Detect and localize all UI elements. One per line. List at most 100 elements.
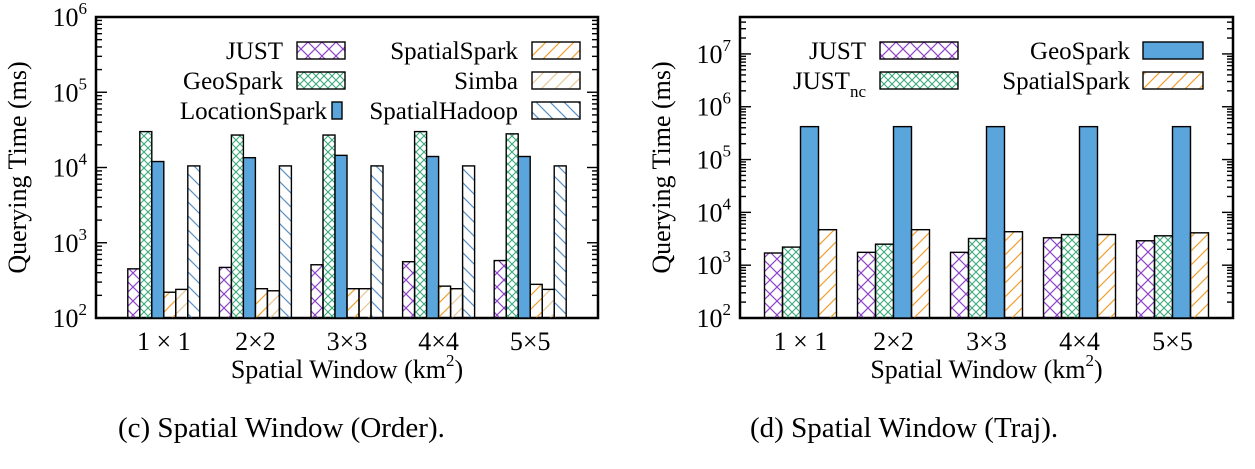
legend-swatch: [531, 101, 581, 120]
legend-label: Simba: [454, 68, 518, 95]
bar-spatialspark: [910, 228, 931, 319]
bar-just: [218, 266, 233, 319]
y-axis-label: Querying Time (ms): [647, 61, 676, 273]
bar-just: [1135, 240, 1156, 319]
y-tick-label: 106: [697, 89, 732, 122]
bar-just-nc: [1060, 233, 1081, 319]
bar-geospark: [322, 134, 336, 319]
bar-just: [127, 268, 141, 319]
bar-spatialhadoop: [553, 165, 567, 319]
legend-swatch: [296, 71, 346, 90]
bar-spatialspark: [437, 285, 452, 319]
bar-just: [401, 260, 416, 319]
bar-spatialhadoop: [461, 165, 476, 319]
legend-swatch: [879, 41, 959, 60]
bar-just: [493, 259, 507, 319]
caption-traj: (d) Spatial Window (Traj).: [750, 412, 1059, 444]
bar-locationspark: [517, 155, 531, 319]
x-axis-label: Spatial Window (km2): [231, 351, 463, 384]
bar-simba: [449, 288, 464, 319]
y-tick-label: 102: [697, 300, 732, 333]
bar-just: [1042, 237, 1063, 319]
y-tick-label: 104: [53, 150, 88, 183]
bar-locationspark: [242, 156, 257, 319]
y-tick-label: 106: [53, 0, 88, 32]
bar-spatialspark: [529, 283, 543, 319]
x-tick-label: 3×3: [327, 327, 368, 356]
bar-locationspark: [334, 154, 348, 319]
x-tick-label: 2×2: [235, 327, 276, 356]
bar-spatialhadoop: [278, 165, 293, 319]
bar-simba: [266, 290, 281, 319]
y-tick-label: 105: [53, 74, 88, 107]
bar-simba: [358, 288, 372, 319]
bar-spatialspark: [163, 291, 177, 319]
legend-label: JUSTnc: [793, 68, 866, 101]
y-axis-label: Querying Time (ms): [3, 61, 32, 273]
legend-swatch: [879, 71, 959, 90]
legend-label: SpatialSpark: [390, 38, 518, 65]
bar-spatialhadoop: [370, 165, 384, 319]
legend-swatch: [331, 101, 343, 120]
legend-swatch: [1142, 71, 1204, 90]
bar-geospark: [1171, 125, 1192, 319]
x-axis-label: Spatial Window (km2): [870, 351, 1102, 384]
y-tick-label: 102: [53, 300, 88, 333]
y-tick-label: 103: [53, 225, 88, 258]
bar-just-nc: [967, 237, 988, 319]
y-tick-label: 107: [697, 36, 732, 69]
bar-simba: [541, 288, 555, 319]
x-tick-label: 1 × 1: [774, 327, 828, 356]
x-tick-label: 5×5: [510, 327, 551, 356]
bar-just: [763, 252, 784, 319]
legend-label: JUST: [226, 38, 283, 65]
y-tick-label: 103: [697, 247, 732, 280]
bar-geospark: [230, 134, 245, 319]
x-tick-label: 5×5: [1152, 327, 1193, 356]
bar-locationspark: [425, 155, 440, 319]
chart-spatial-window-traj: 102 103 104 105 106 107 Querying Time (ms) 1 × …: [647, 15, 1235, 384]
bar-geospark: [1078, 125, 1099, 319]
bar-geospark: [505, 133, 519, 319]
y-tick-label: 105: [697, 142, 732, 175]
y-tick-label: 104: [697, 194, 732, 227]
legend-label: SpatialHadoop: [369, 98, 518, 125]
legend-swatch: [531, 71, 581, 90]
bar-spatialspark: [346, 288, 360, 319]
bar-simba: [175, 288, 189, 319]
bar-just-nc: [1153, 235, 1174, 319]
legend-label: JUST: [809, 38, 866, 65]
bar-spatialhadoop: [187, 165, 201, 319]
x-tick-label: 4×4: [418, 327, 459, 356]
bar-geospark: [892, 125, 913, 319]
legend-label: SpatialSpark: [1002, 68, 1130, 95]
chart-spatial-window-order: 102 103 104 105 106 Querying Time (ms) 1 × 1 2×…: [3, 0, 600, 384]
bar-geospark: [985, 125, 1006, 319]
legend-swatch: [296, 41, 346, 60]
bar-spatialspark: [817, 228, 838, 319]
legend-swatch: [531, 41, 581, 60]
bar-geospark: [413, 130, 428, 319]
x-tick-label: 3×3: [966, 327, 1007, 356]
bar-just: [949, 251, 970, 319]
figure: 102 103 104 105 106 Querying Time (ms) 1 × 1 2×…: [3, 0, 1235, 384]
bar-spatialspark: [1003, 231, 1024, 319]
legend-label: LocationSpark: [180, 98, 328, 125]
bar-locationspark: [151, 160, 165, 319]
x-tick-label: 2×2: [873, 327, 914, 356]
legend-label: GeoSpark: [183, 68, 283, 95]
bar-just-nc: [874, 243, 895, 319]
bar-spatialspark: [254, 288, 269, 319]
x-tick-label: 4×4: [1059, 327, 1100, 356]
legend-swatch: [1142, 41, 1204, 60]
bar-spatialspark: [1189, 232, 1210, 319]
bar-geospark: [799, 125, 820, 319]
bar-just: [856, 251, 877, 319]
x-tick-label: 1 × 1: [137, 327, 191, 356]
caption-order: (c) Spatial Window (Order).: [118, 412, 445, 444]
bar-spatialspark: [1096, 233, 1117, 319]
legend-label: GeoSpark: [1030, 38, 1130, 65]
bar-geospark: [139, 130, 153, 319]
bar-just: [310, 264, 324, 319]
bar-just-nc: [781, 246, 802, 319]
